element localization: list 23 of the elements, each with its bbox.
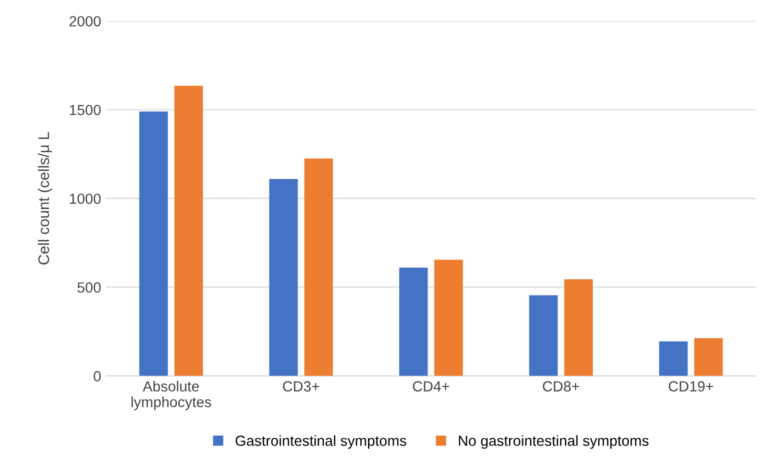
y-tick-label: 0 <box>94 371 101 382</box>
bar <box>174 86 203 376</box>
bar <box>659 341 688 376</box>
bar <box>269 178 298 376</box>
x-tick-label: CD8+ <box>542 381 580 392</box>
legend-label: Gastrointestinal symptoms <box>236 435 406 449</box>
bar <box>434 260 463 376</box>
bar <box>139 112 168 376</box>
x-tick-label: CD3+ <box>282 381 320 392</box>
y-tick-label: 1500 <box>70 104 101 116</box>
bar <box>399 268 428 376</box>
bar <box>529 295 558 376</box>
y-axis-title: Cell count (cells/μ L <box>38 132 52 265</box>
x-tick-label: CD4+ <box>412 381 450 392</box>
y-tick-label: 500 <box>78 282 101 293</box>
y-tick-label: 2000 <box>70 16 101 26</box>
bar <box>304 158 333 376</box>
y-tick-label: 1000 <box>70 194 101 204</box>
legend-label: No gastrointestinal symptoms <box>458 435 649 449</box>
bar <box>694 338 723 376</box>
x-tick-label: Absolute lymphocytes <box>132 380 212 410</box>
x-tick-label: CD19+ <box>668 381 714 392</box>
bar <box>564 279 593 376</box>
